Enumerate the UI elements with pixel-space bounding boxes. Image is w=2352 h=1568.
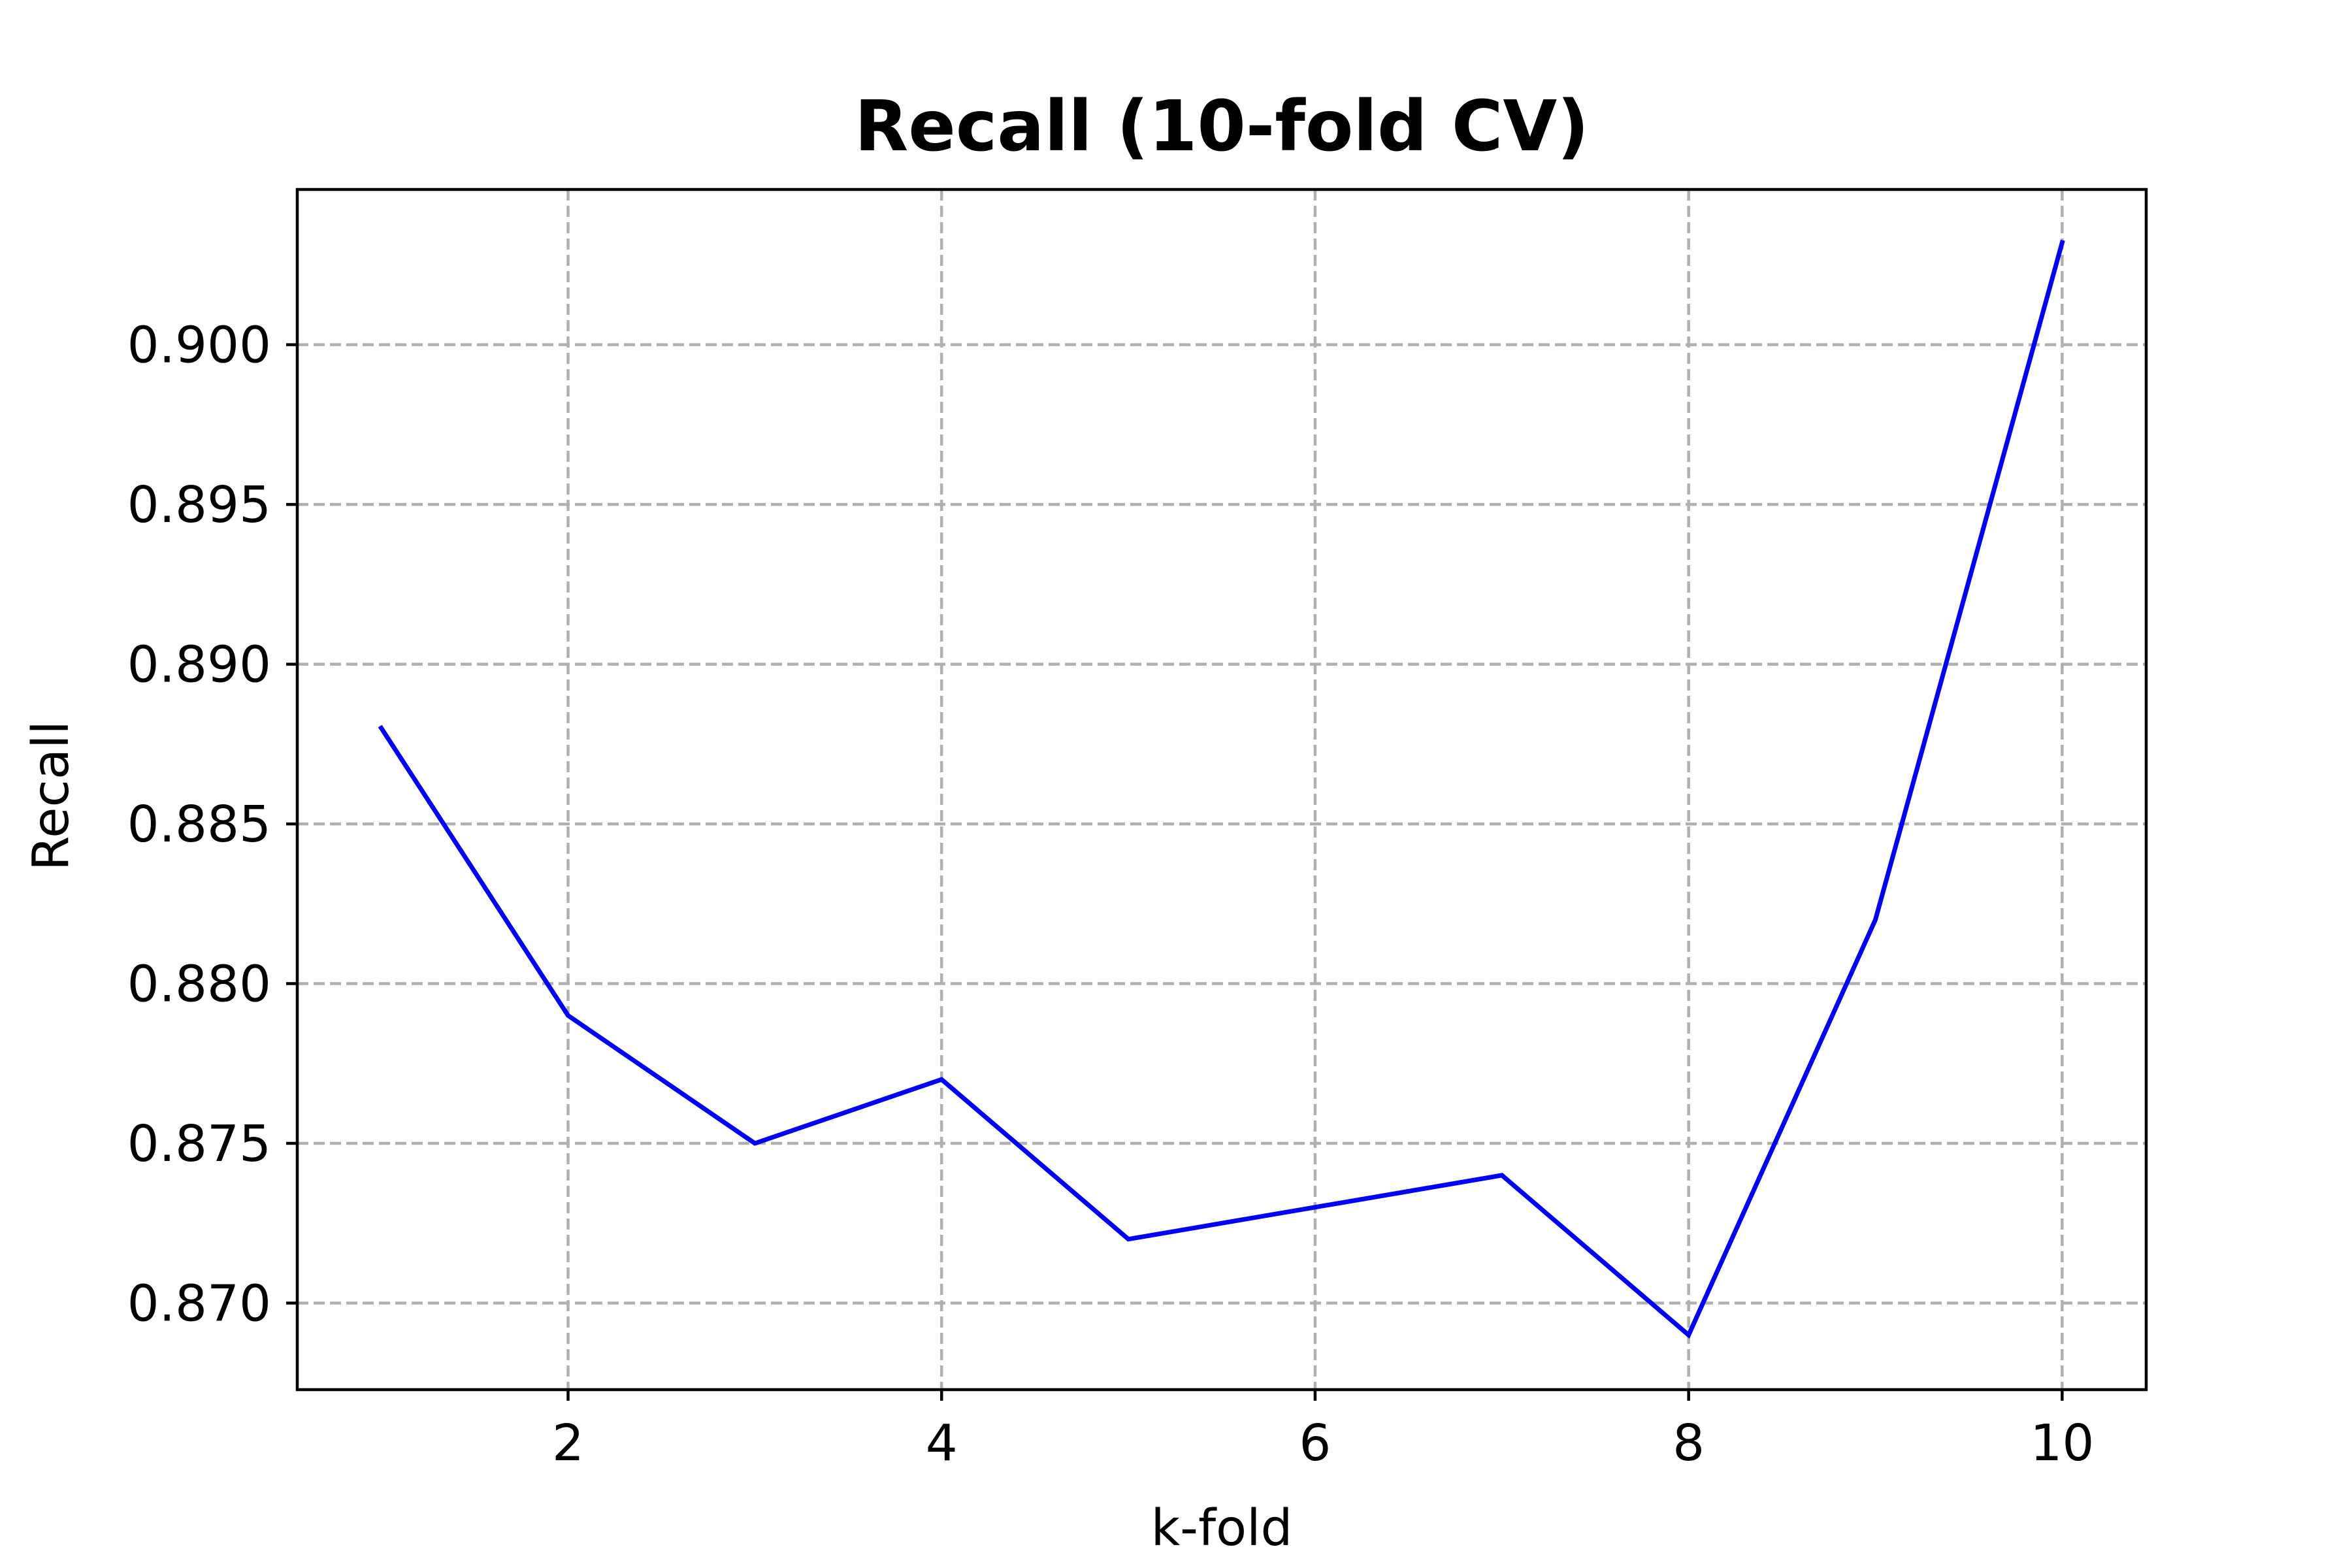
chart-title: Recall (10-fold CV): [855, 86, 1589, 167]
x-tick-label: 2: [552, 1414, 584, 1473]
recall-series-line: [378, 239, 2065, 1339]
grid: [297, 189, 2146, 1390]
x-tick-label: 6: [1299, 1414, 1331, 1473]
plot-frame: [295, 188, 2148, 1392]
y-tick-label: 0.880: [127, 956, 271, 1014]
y-tick-label: 0.885: [127, 796, 271, 854]
x-tick-label: 10: [2030, 1414, 2094, 1473]
y-axis: 0.870 0.875 0.880 0.885 0.890 0.895 0.900: [127, 317, 297, 1333]
x-tick-label: 4: [926, 1414, 958, 1473]
x-axis: 2 4 6 8 10: [552, 1390, 2094, 1473]
y-tick-label: 0.870: [127, 1275, 271, 1333]
x-tick-label: 8: [1673, 1414, 1705, 1473]
y-tick-label: 0.890: [127, 636, 271, 694]
y-axis-label: Recall: [22, 721, 80, 871]
y-tick-label: 0.875: [127, 1115, 271, 1173]
x-axis-label: k-fold: [1151, 1499, 1293, 1558]
y-tick-label: 0.900: [127, 317, 271, 375]
y-tick-label: 0.895: [127, 476, 271, 534]
series-layer: [378, 239, 2065, 1339]
